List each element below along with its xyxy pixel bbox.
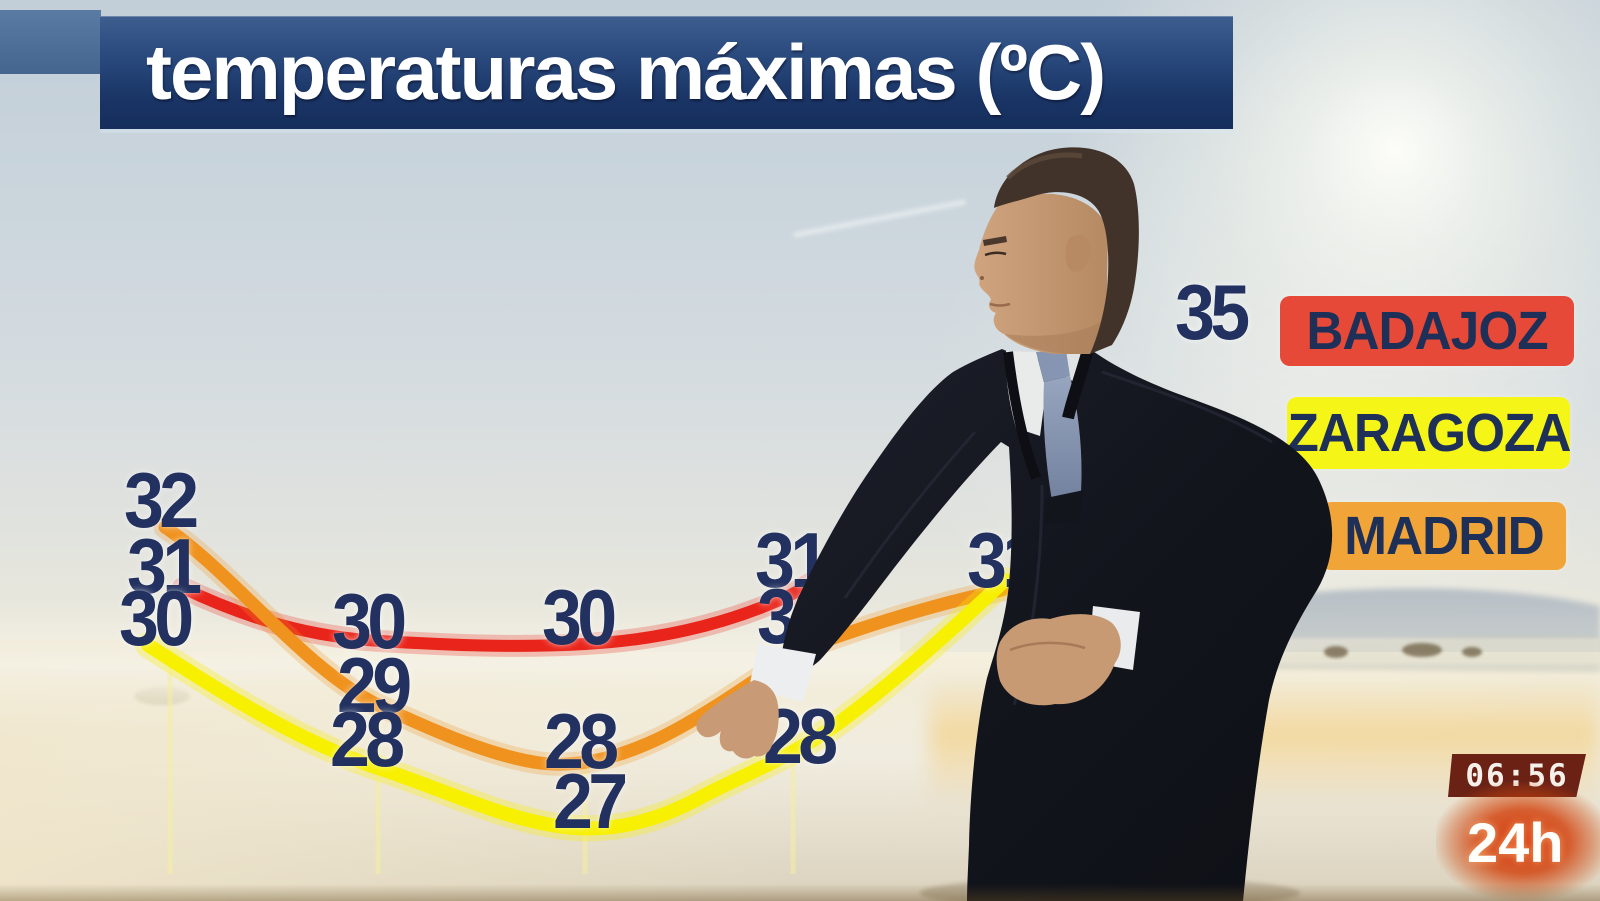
x-gridlines bbox=[167, 648, 796, 874]
legend-badajoz: BADAJOZ bbox=[1280, 296, 1574, 366]
jaw-shadow bbox=[1005, 322, 1101, 354]
waist-hand-finger-line bbox=[1009, 641, 1086, 652]
temp-label-zaragoza-2: 28 bbox=[330, 695, 405, 783]
legend-zaragoza-label: ZARAGOZA bbox=[1286, 403, 1571, 463]
temp-label-badajoz-6: 35 bbox=[1175, 268, 1250, 356]
legend-zaragoza: ZARAGOZA bbox=[1286, 397, 1571, 469]
presenter-hair bbox=[994, 147, 1139, 354]
temp-label-badajoz-3: 30 bbox=[542, 573, 617, 661]
waist-hand bbox=[996, 614, 1121, 706]
lapel-left bbox=[1003, 351, 1041, 480]
lapel-right bbox=[1062, 348, 1094, 420]
page-title: temperaturas máximas (ºC) bbox=[146, 28, 1106, 116]
temp-label-madrid-3: 28 bbox=[544, 697, 619, 785]
temp-label-zaragoza-3: 27 bbox=[553, 757, 628, 845]
banner-accent-bar bbox=[0, 10, 101, 74]
temp-label-badajoz-2: 30 bbox=[332, 577, 407, 665]
tie-knot bbox=[1036, 350, 1070, 382]
zaragoza-line bbox=[141, 573, 1012, 836]
jacket-button-area bbox=[1044, 490, 1084, 524]
temp-label-madrid-2: 29 bbox=[337, 641, 412, 729]
legend-madrid-label: MADRID bbox=[1343, 506, 1544, 566]
eye bbox=[984, 251, 1007, 257]
legend-madrid: MADRID bbox=[1321, 502, 1566, 570]
temp-label-madrid-1: 32 bbox=[124, 456, 199, 544]
title-banner: temperaturas máximas (ºC) bbox=[100, 16, 1233, 129]
pointing-hand bbox=[696, 680, 779, 759]
temp-label-zaragoza-1: 30 bbox=[119, 574, 194, 662]
channel-logo-24h: 24h bbox=[1467, 811, 1564, 874]
mouth bbox=[989, 302, 1011, 307]
nostril bbox=[980, 276, 984, 280]
bottom-vignette bbox=[0, 884, 1600, 901]
ear bbox=[1065, 234, 1091, 273]
channel-logo-glow bbox=[1436, 782, 1600, 901]
presenter-face bbox=[974, 193, 1108, 354]
hair-highlight bbox=[1006, 152, 1083, 180]
temp-label-badajoz-1: 31 bbox=[127, 522, 202, 610]
legend-badajoz-label: BADAJOZ bbox=[1306, 301, 1548, 361]
eyebrow bbox=[983, 236, 1007, 246]
